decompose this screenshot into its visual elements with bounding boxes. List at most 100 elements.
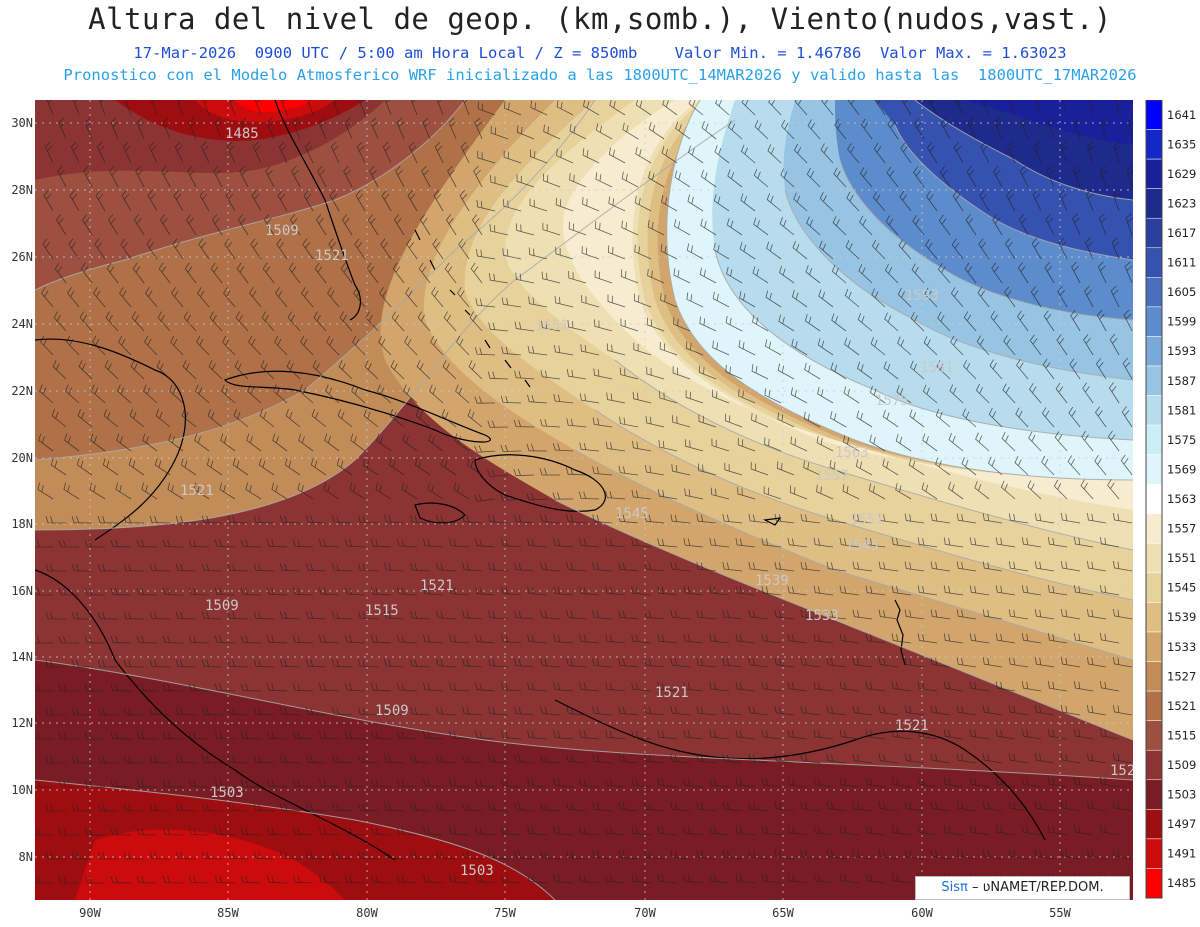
wind-barb <box>722 514 743 524</box>
wind-barb <box>995 681 1016 692</box>
wind-barb <box>657 634 678 644</box>
wind-barb <box>856 410 873 428</box>
wind-barb <box>285 409 301 428</box>
wind-barb <box>253 563 275 572</box>
wind-barb <box>332 100 340 116</box>
colorbar-swatch-1539 <box>1145 602 1163 633</box>
wind-barb <box>955 100 964 116</box>
wind-barb <box>475 538 496 548</box>
wind-barb <box>436 562 457 572</box>
wind-barb <box>38 433 54 452</box>
wind-barb <box>891 825 912 836</box>
wind-barb <box>449 874 470 884</box>
wind-barb <box>1045 213 1055 236</box>
wind-barb <box>188 731 210 740</box>
wind-barb <box>71 516 93 524</box>
wind-barb <box>162 635 184 644</box>
wind-barb <box>696 562 717 572</box>
wind-barb <box>1100 536 1120 548</box>
wind-barb <box>821 100 834 116</box>
wind-barb <box>683 586 704 596</box>
wind-barb <box>594 270 613 284</box>
wind-barb <box>404 335 418 356</box>
wind-barb <box>259 409 275 428</box>
wind-barb <box>1087 656 1107 668</box>
wind-barb <box>188 779 210 788</box>
wind-barb <box>240 827 262 836</box>
wind-barb <box>950 335 964 356</box>
wind-barb <box>878 513 899 524</box>
wind-barb <box>45 564 67 572</box>
wind-barb <box>418 262 431 284</box>
wind-barb <box>739 291 756 308</box>
wind-barb <box>921 482 938 500</box>
wind-barb <box>51 409 67 428</box>
wind-barb <box>358 100 366 116</box>
wind-barb <box>982 657 1003 668</box>
wind-barb <box>860 118 873 140</box>
wind-barb <box>1071 261 1081 284</box>
wind-barb <box>839 729 860 740</box>
wind-barb <box>1047 681 1068 692</box>
colorbar-swatch-1641 <box>1145 100 1163 130</box>
wind-barb <box>397 778 418 788</box>
wind-barb <box>410 658 431 668</box>
wind-barb <box>696 514 717 524</box>
wind-barb <box>314 262 327 284</box>
wind-barb <box>39 384 54 404</box>
contour-label: 1551 <box>850 512 884 528</box>
wind-barb <box>952 190 964 212</box>
wind-barb <box>930 657 951 668</box>
wind-barb <box>895 433 912 452</box>
wind-barb <box>305 611 327 620</box>
wind-barb <box>145 286 158 308</box>
colorbar-swatch-1593 <box>1145 336 1163 367</box>
wind-barb <box>1081 430 1094 452</box>
lon-tick-65W: 65W <box>772 906 794 920</box>
wind-barb <box>553 586 574 596</box>
wind-barb <box>774 705 795 716</box>
wind-barb <box>657 682 678 692</box>
wind-barb <box>440 457 457 476</box>
wind-barb <box>646 317 665 332</box>
contour-label: 1539 <box>755 573 789 589</box>
wind-barb <box>917 729 938 740</box>
wind-barb <box>1074 681 1094 692</box>
wind-barb <box>935 457 951 476</box>
wind-barb <box>555 246 574 260</box>
wind-barb <box>306 100 314 116</box>
wind-barb <box>787 825 808 836</box>
wind-barb <box>514 706 535 716</box>
wind-barb <box>344 587 366 596</box>
wind-barb <box>619 416 639 428</box>
wind-barb <box>735 634 756 644</box>
wind-barb <box>1060 705 1081 716</box>
wind-barb <box>275 286 288 308</box>
wind-barb <box>123 803 145 812</box>
wind-barb <box>1047 777 1068 788</box>
wind-barb <box>552 443 574 452</box>
wind-barb <box>963 359 977 380</box>
wind-barb <box>279 707 301 716</box>
colorbar-label-1521: 1521 <box>1167 699 1196 713</box>
wind-barb <box>1100 728 1120 740</box>
wind-barb <box>331 707 353 716</box>
wind-barb <box>800 801 821 812</box>
wind-barb <box>490 175 509 188</box>
wind-barb <box>748 657 769 668</box>
wind-barb <box>1056 334 1068 356</box>
wind-barb <box>397 538 418 548</box>
wind-barb <box>956 753 977 764</box>
wind-barb <box>922 384 938 404</box>
wind-barb <box>240 875 262 884</box>
wind-barb <box>763 486 782 500</box>
wind-barb <box>870 337 886 356</box>
wind-barb <box>349 482 366 500</box>
wind-barb <box>683 682 704 692</box>
wind-barb <box>1113 704 1133 716</box>
wind-barb <box>882 409 899 428</box>
wind-barb <box>844 288 860 308</box>
wind-barb <box>1113 141 1122 164</box>
wind-barb <box>364 360 379 380</box>
wind-barb <box>473 494 496 502</box>
